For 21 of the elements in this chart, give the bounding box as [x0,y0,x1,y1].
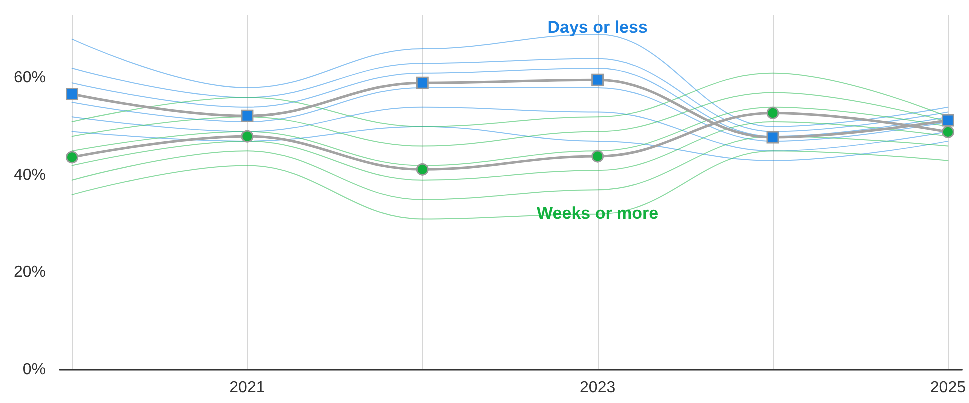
point [942,126,954,138]
point [592,74,604,86]
point [766,106,780,120]
x-tick-label: 2023 [580,380,616,396]
point [592,150,604,163]
y-tick-label: 0% [22,362,46,378]
y-tick-label: 60% [14,70,46,87]
point [942,114,954,127]
y-tick-label: 40% [14,166,46,184]
point [416,163,429,176]
point [766,131,780,144]
point [66,151,79,164]
point [416,76,429,90]
point [241,110,254,122]
point [66,88,79,101]
x-tick-label: 2021 [230,380,266,396]
point [241,130,254,143]
x-tick-label: 2025 [930,380,966,396]
text: Days or less [548,18,648,37]
text: Weeks or more [537,204,659,223]
y-tick-label: 20% [14,264,46,282]
